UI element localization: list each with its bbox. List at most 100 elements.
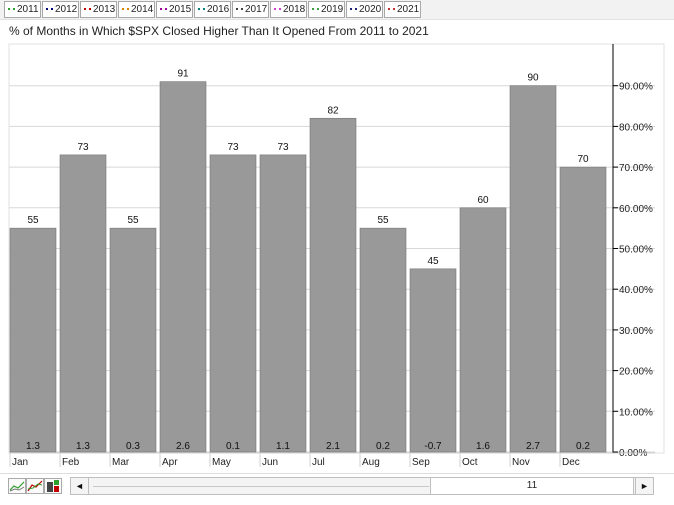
chart-title: % of Months in Which $SPX Closed Higher …: [9, 24, 429, 38]
bar-bottom-label: 1.6: [476, 441, 490, 452]
bar-value-label: 55: [127, 215, 139, 226]
legend-item-2016[interactable]: 2016: [194, 1, 231, 18]
legend-swatch-icon: [236, 8, 243, 11]
legend-item-2020[interactable]: 2020: [346, 1, 383, 18]
legend-swatch-icon: [198, 8, 205, 11]
bar-sep: [409, 268, 457, 453]
legend-item-2021[interactable]: 2021: [384, 1, 421, 18]
bar-jun: [259, 154, 307, 453]
legend-label: 2015: [169, 4, 192, 15]
legend-item-2011[interactable]: 2011: [4, 1, 41, 18]
bar-chart: 0.00%10.00%20.00%30.00%40.00%50.00%60.00…: [8, 43, 665, 468]
legend-swatch-icon: [274, 8, 281, 11]
legend-swatch-icon: [388, 8, 395, 11]
y-tick-label: 10.00%: [619, 407, 653, 418]
bar-value-label: 55: [377, 215, 389, 226]
x-tick-label: Sep: [412, 457, 430, 468]
legend-item-2019[interactable]: 2019: [308, 1, 345, 18]
bar-bottom-label: 2.1: [326, 441, 340, 452]
x-tick-label: Feb: [62, 457, 80, 468]
legend-item-2012[interactable]: 2012: [42, 1, 79, 18]
y-tick-label: 90.00%: [619, 82, 653, 93]
y-tick-label: 60.00%: [619, 204, 653, 215]
legend-bar: 2011 2012 2013 2014 2015 2016 2017 2018 2019 2020…: [0, 0, 674, 20]
bar-oct: [459, 207, 507, 453]
bar-bottom-label: 0.2: [576, 441, 590, 452]
y-tick-label: 50.00%: [619, 245, 653, 256]
period-scrollbar[interactable]: ◄ 11 ►: [70, 477, 654, 495]
y-tick-label: 40.00%: [619, 285, 653, 296]
x-tick-label: Jan: [12, 457, 28, 468]
legend-swatch-icon: [160, 8, 167, 11]
bottom-toolbar: ◄ 11 ►: [0, 473, 674, 505]
legend-label: 2011: [17, 4, 39, 15]
legend-swatch-icon: [46, 8, 53, 11]
legend-item-2014[interactable]: 2014: [118, 1, 155, 18]
bar-bottom-label: 1.3: [26, 441, 40, 452]
y-tick-label: 80.00%: [619, 122, 653, 133]
y-tick-label: 30.00%: [619, 326, 653, 337]
x-tick-label: Aug: [362, 457, 380, 468]
legend-swatch-icon: [350, 8, 357, 11]
bar-bottom-label: 0.2: [376, 441, 390, 452]
bar-may: [209, 154, 257, 453]
legend-swatch-icon: [312, 8, 319, 11]
bar-value-label: 90: [527, 73, 539, 84]
bar-value-label: 73: [77, 142, 89, 153]
bar-value-label: 73: [227, 142, 239, 153]
bar-value-label: 70: [577, 154, 589, 165]
bar-bottom-label: 0.1: [226, 441, 240, 452]
scroll-right-button[interactable]: ►: [635, 478, 653, 494]
bar-jan: [9, 227, 57, 453]
line-chart-icon[interactable]: [8, 478, 26, 494]
bar-jul: [309, 117, 357, 453]
bar-mar: [109, 227, 157, 453]
bar-bottom-label: 0.3: [126, 441, 140, 452]
bar-feb: [59, 154, 107, 453]
bar-value-label: 91: [177, 69, 189, 80]
legend-label: 2019: [321, 4, 344, 15]
bar-aug: [359, 227, 407, 453]
bar-bottom-label: 1.3: [76, 441, 90, 452]
legend-label: 2017: [245, 4, 268, 15]
x-tick-label: Jul: [312, 457, 325, 468]
bar-chart-icon[interactable]: [44, 478, 62, 494]
bar-dec: [559, 166, 607, 453]
overlay-chart-icon[interactable]: [26, 478, 44, 494]
scroll-left-button[interactable]: ◄: [71, 478, 89, 494]
legend-label: 2016: [207, 4, 230, 15]
legend-item-2017[interactable]: 2017: [232, 1, 269, 18]
bar-value-label: 60: [477, 195, 489, 206]
legend-label: 2021: [397, 4, 420, 15]
bar-value-label: 73: [277, 142, 289, 153]
legend-label: 2013: [93, 4, 116, 15]
x-tick-label: Mar: [112, 457, 130, 468]
bar-value-label: 55: [27, 215, 39, 226]
bar-value-label: 45: [427, 256, 439, 267]
x-tick-label: May: [212, 457, 231, 468]
scroll-thumb[interactable]: 11: [430, 478, 634, 494]
bar-bottom-label: 2.6: [176, 441, 190, 452]
bar-value-label: 82: [327, 105, 339, 116]
x-tick-label: Nov: [512, 457, 530, 468]
legend-label: 2012: [55, 4, 78, 15]
legend-label: 2020: [359, 4, 382, 15]
legend-label: 2014: [131, 4, 154, 15]
legend-item-2018[interactable]: 2018: [270, 1, 307, 18]
bar-bottom-label: 2.7: [526, 441, 540, 452]
bar-bottom-label: -0.7: [424, 441, 442, 452]
x-tick-label: Jun: [262, 457, 278, 468]
bar-apr: [159, 81, 207, 453]
legend-swatch-icon: [122, 8, 129, 11]
bar-bottom-label: 1.1: [276, 441, 290, 452]
bar-nov: [509, 85, 557, 453]
x-tick-label: Oct: [462, 457, 478, 468]
y-tick-label: 20.00%: [619, 367, 653, 378]
legend-swatch-icon: [8, 8, 15, 11]
y-tick-label: 70.00%: [619, 163, 653, 174]
legend-item-2015[interactable]: 2015: [156, 1, 193, 18]
legend-swatch-icon: [84, 8, 91, 11]
legend-item-2013[interactable]: 2013: [80, 1, 117, 18]
x-tick-label: Apr: [162, 457, 178, 468]
scroll-track-line: [93, 486, 429, 487]
